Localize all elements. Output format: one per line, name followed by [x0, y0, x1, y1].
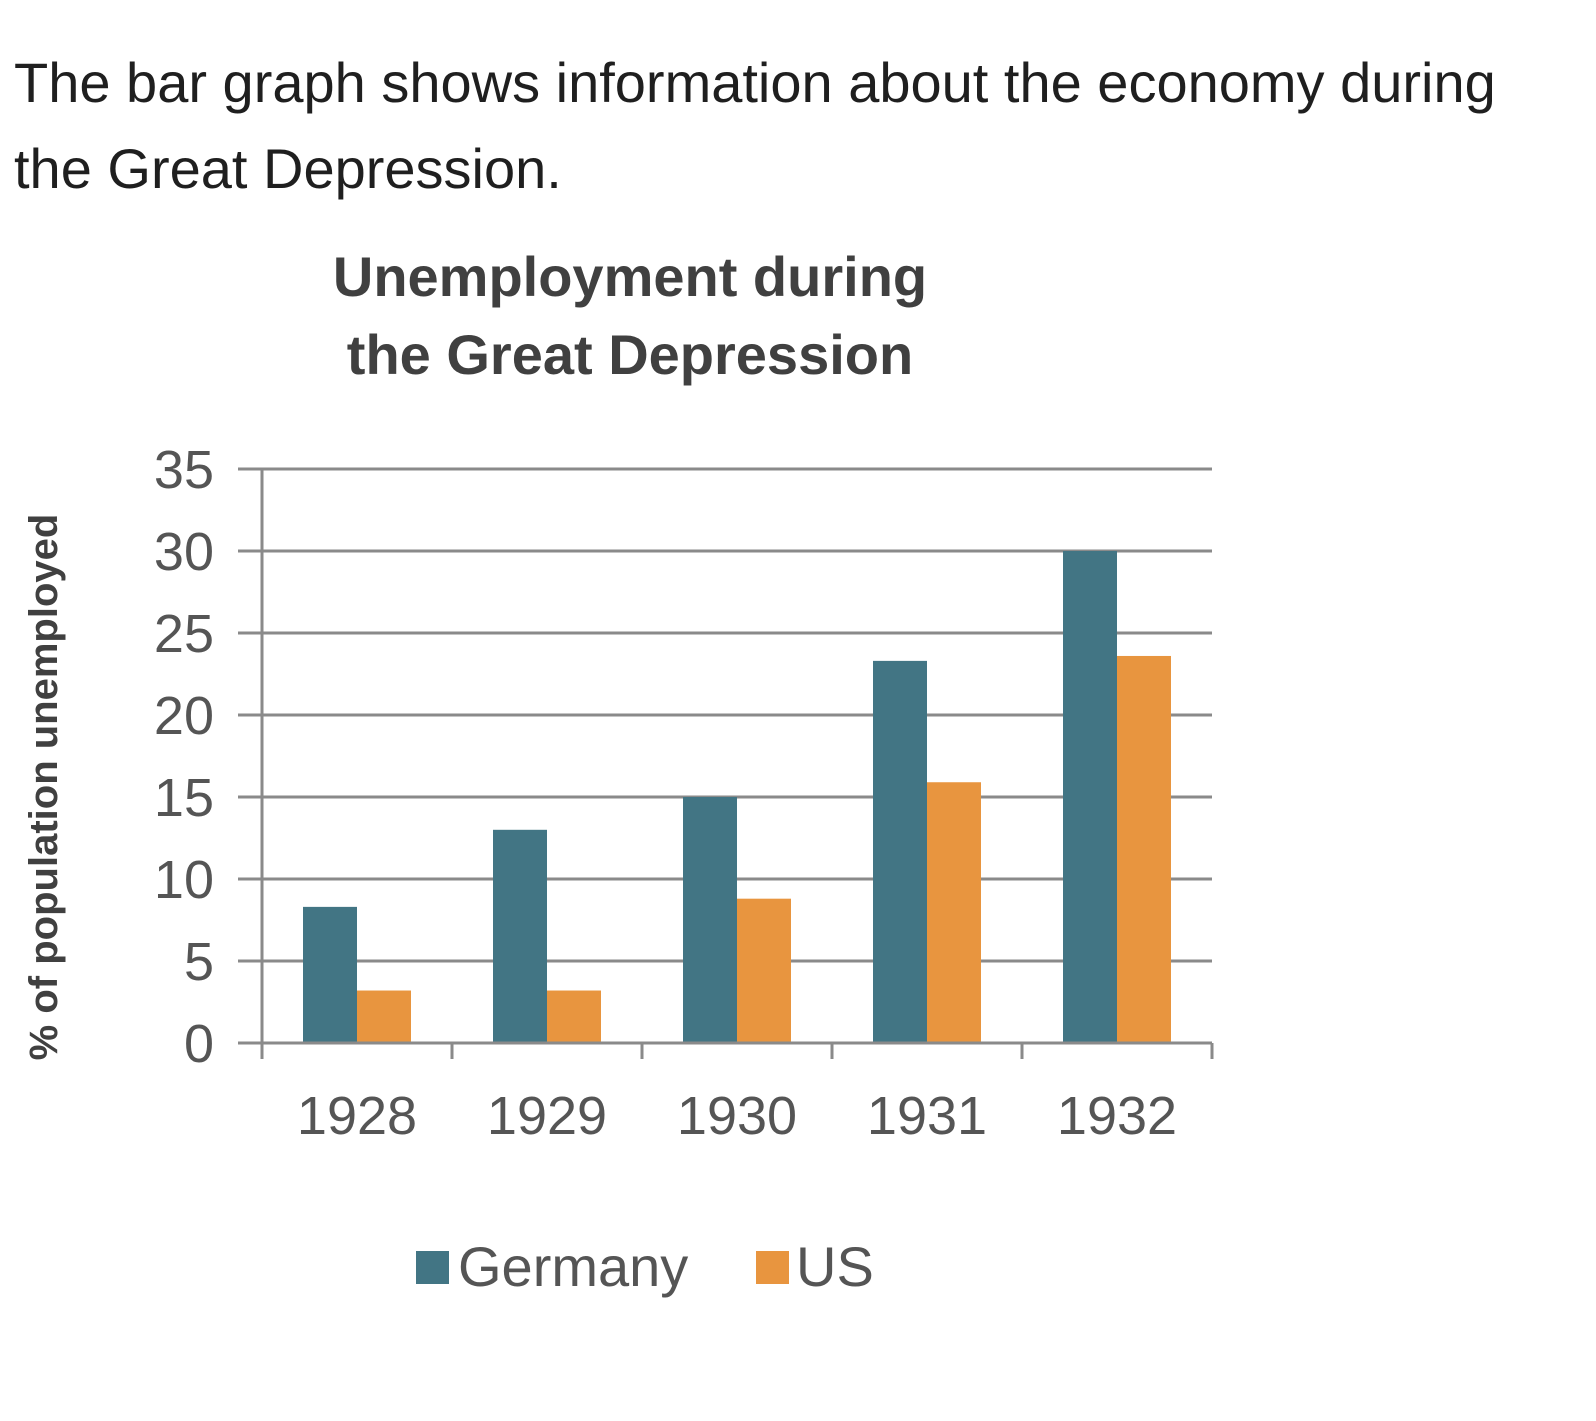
y-tick-label-15: 15 [154, 768, 214, 828]
bar-us-1930 [737, 898, 791, 1043]
bar-germany-1930 [683, 797, 737, 1043]
x-tick-label-1928: 1928 [297, 1086, 417, 1146]
y-tick-label-35: 35 [154, 440, 214, 500]
y-tick-label-10: 10 [154, 850, 214, 910]
question-text: The bar graph shows information about th… [14, 51, 1496, 200]
y-tick-label-0: 0 [184, 1014, 214, 1074]
x-tick-label-1930: 1930 [677, 1086, 797, 1146]
x-axis-ticks: 1928 1929 1930 1931 1932 [297, 1086, 1177, 1146]
y-tick-label-30: 30 [154, 522, 214, 582]
y-axis-ticks: 0 5 10 15 20 25 30 35 [154, 440, 214, 1074]
bar-us-1928 [357, 990, 411, 1043]
bar-us-1932 [1117, 655, 1171, 1043]
x-tick-label-1932: 1932 [1057, 1086, 1177, 1146]
axes [238, 469, 1214, 1059]
legend-swatch-germany [416, 1251, 449, 1284]
legend: Germany US [416, 1235, 874, 1298]
y-tick-label-5: 5 [184, 932, 214, 992]
y-axis-label: % of population unemployed [22, 514, 66, 1061]
bars [303, 551, 1171, 1043]
chart-title-line-1: Unemployment during [333, 245, 927, 308]
legend-label-us: US [796, 1235, 874, 1298]
y-tick-label-25: 25 [154, 604, 214, 664]
bar-us-1929 [547, 990, 601, 1043]
chart-title-line-2: the Great Depression [347, 323, 913, 386]
bar-us-1931 [927, 782, 981, 1043]
y-tick-label-20: 20 [154, 686, 214, 746]
bar-germany-1928 [303, 906, 357, 1043]
bar-germany-1931 [873, 660, 927, 1043]
bar-germany-1932 [1063, 551, 1117, 1043]
x-tick-label-1929: 1929 [487, 1086, 607, 1146]
x-tick-label-1931: 1931 [867, 1086, 987, 1146]
legend-label-germany: Germany [458, 1235, 688, 1298]
bar-germany-1929 [493, 829, 547, 1043]
legend-swatch-us [756, 1251, 789, 1284]
